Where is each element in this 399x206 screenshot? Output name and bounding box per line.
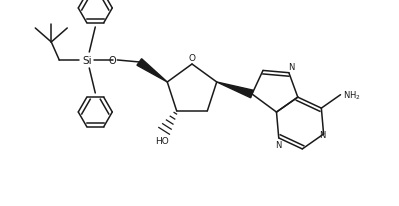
- Text: N: N: [288, 62, 294, 71]
- Text: O: O: [188, 54, 196, 63]
- Polygon shape: [217, 83, 253, 98]
- Text: HO: HO: [155, 136, 169, 145]
- Text: N: N: [319, 130, 326, 139]
- Text: O: O: [109, 56, 116, 66]
- Text: Si: Si: [83, 56, 92, 66]
- Polygon shape: [137, 59, 167, 83]
- Text: NH$_2$: NH$_2$: [342, 89, 360, 102]
- Text: N: N: [276, 140, 282, 149]
